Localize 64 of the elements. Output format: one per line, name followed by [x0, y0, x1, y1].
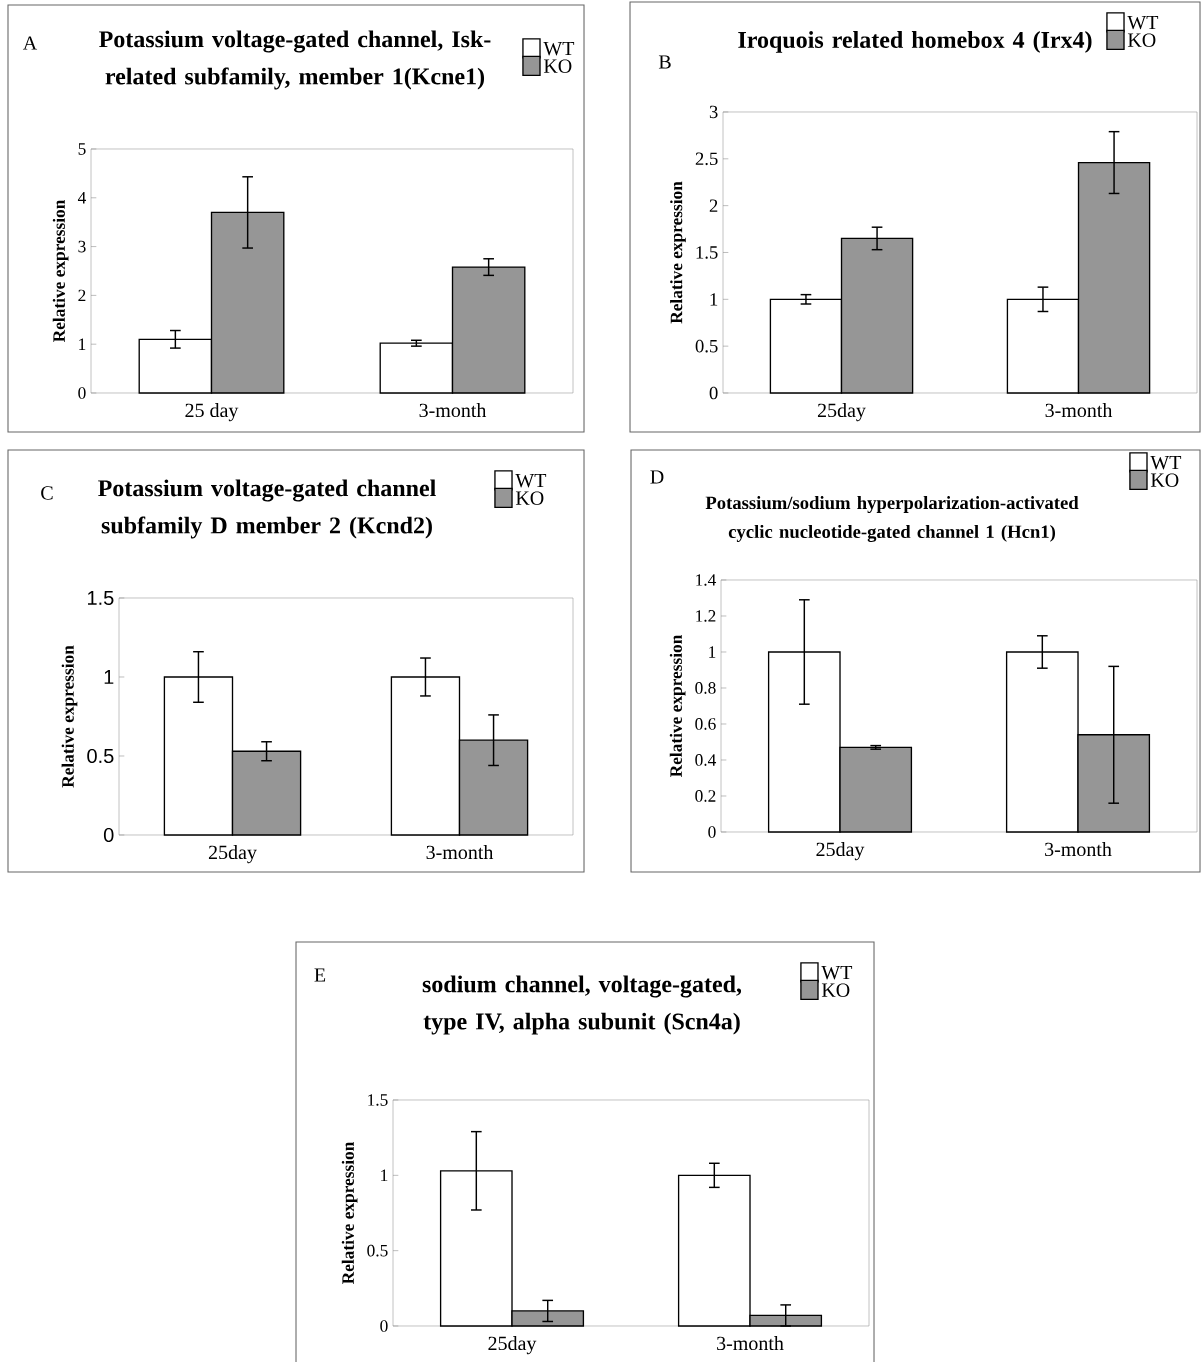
- y-tick-label: 1.4: [696, 574, 717, 586]
- y-tick-label: 3: [78, 240, 86, 253]
- y-axis-title: Relative expression: [61, 645, 78, 788]
- y-axis-title: Relative expression: [670, 181, 686, 324]
- x-tick-label: 3-month: [1045, 403, 1113, 418]
- x-tick-label: 3-month: [419, 403, 487, 418]
- legend-label: KO: [515, 491, 544, 505]
- y-tick-label: 1: [104, 670, 114, 684]
- y-tick-label: 0.4: [695, 754, 717, 766]
- legend-label: WT: [515, 474, 547, 488]
- legend-label: WT: [821, 966, 853, 980]
- y-tick-label: 0: [380, 1320, 388, 1332]
- y-tick-label: 1: [709, 646, 716, 658]
- x-tick-label: 25day: [816, 842, 865, 861]
- y-axis-title: Relative expression: [669, 634, 686, 778]
- y-tick-label: 1.5: [88, 591, 114, 605]
- y-tick-label: 0.6: [695, 718, 716, 730]
- x-tick-label: 25day: [817, 403, 866, 422]
- y-tick-label: 0.2: [695, 790, 716, 802]
- y-tick-label: 1.5: [368, 1094, 388, 1106]
- legend-label: WT: [1127, 15, 1159, 30]
- y-tick-label: 2: [709, 199, 718, 212]
- chart-title: Iroquois related homebox 4 (Irx4): [738, 31, 1092, 53]
- text: C: [41, 486, 53, 500]
- y-tick-label: 0.5: [367, 1244, 388, 1257]
- x-tick-label: 3-month: [426, 845, 494, 860]
- x-tick-label: 25day: [208, 845, 257, 864]
- y-tick-label: 0.5: [87, 748, 114, 764]
- y-tick-label: 1: [710, 293, 718, 306]
- legend-label: KO: [1150, 473, 1179, 487]
- y-tick-label: 0: [78, 387, 86, 399]
- legend-label: KO: [543, 59, 572, 73]
- legend-label: KO: [1127, 33, 1156, 47]
- text: E: [314, 968, 326, 982]
- y-tick-label: 2.5: [695, 152, 718, 166]
- legend-label: KO: [821, 983, 850, 997]
- y-tick-label: 5: [78, 143, 86, 155]
- y-tick-label: 0: [708, 826, 716, 838]
- chart-title: Potassium voltage-gated channel, Isk-related subfamily, member 1(Kcne1): [99, 30, 491, 90]
- chart-title: sodium channel, voltage-gated, type IV, alpha subunit (Scn4a): [422, 975, 742, 1035]
- y-tick-label: 1.2: [696, 610, 716, 622]
- y-axis-title: Relative expression: [52, 199, 69, 343]
- text: D: [650, 470, 664, 484]
- x-tick-label: 3-month: [717, 1336, 784, 1351]
- x-tick-label: 25day: [488, 1336, 537, 1355]
- y-tick-label: 1: [79, 338, 86, 350]
- y-tick-label: 0.8: [695, 682, 716, 694]
- y-tick-label: 1: [381, 1169, 388, 1182]
- chart-title: Potassium/sodium hyperpolarization-activated cyclic nucleotide-gated channel 1 (Hcn1): [705, 495, 1079, 542]
- legend-label: WT: [1150, 456, 1182, 470]
- y-tick-label: 1.5: [696, 246, 718, 259]
- y-tick-label: 2: [78, 289, 86, 302]
- y-tick-label: 0: [103, 827, 114, 843]
- y-axis-title: Relative expression: [341, 1141, 358, 1285]
- x-tick-label: 25 day: [185, 403, 239, 422]
- text: B: [658, 55, 671, 69]
- y-tick-label: 4: [77, 192, 87, 204]
- legend-label: WT: [543, 42, 575, 56]
- x-tick-label: 3-month: [1045, 842, 1112, 857]
- y-tick-label: 0.5: [695, 339, 718, 353]
- y-tick-label: 3: [709, 105, 718, 119]
- chart-title: Potassium voltage-gated channel subfamily D member 2 (Kcnd2): [98, 479, 436, 539]
- text: A: [22, 36, 38, 50]
- y-tick-label: 0: [709, 386, 718, 400]
